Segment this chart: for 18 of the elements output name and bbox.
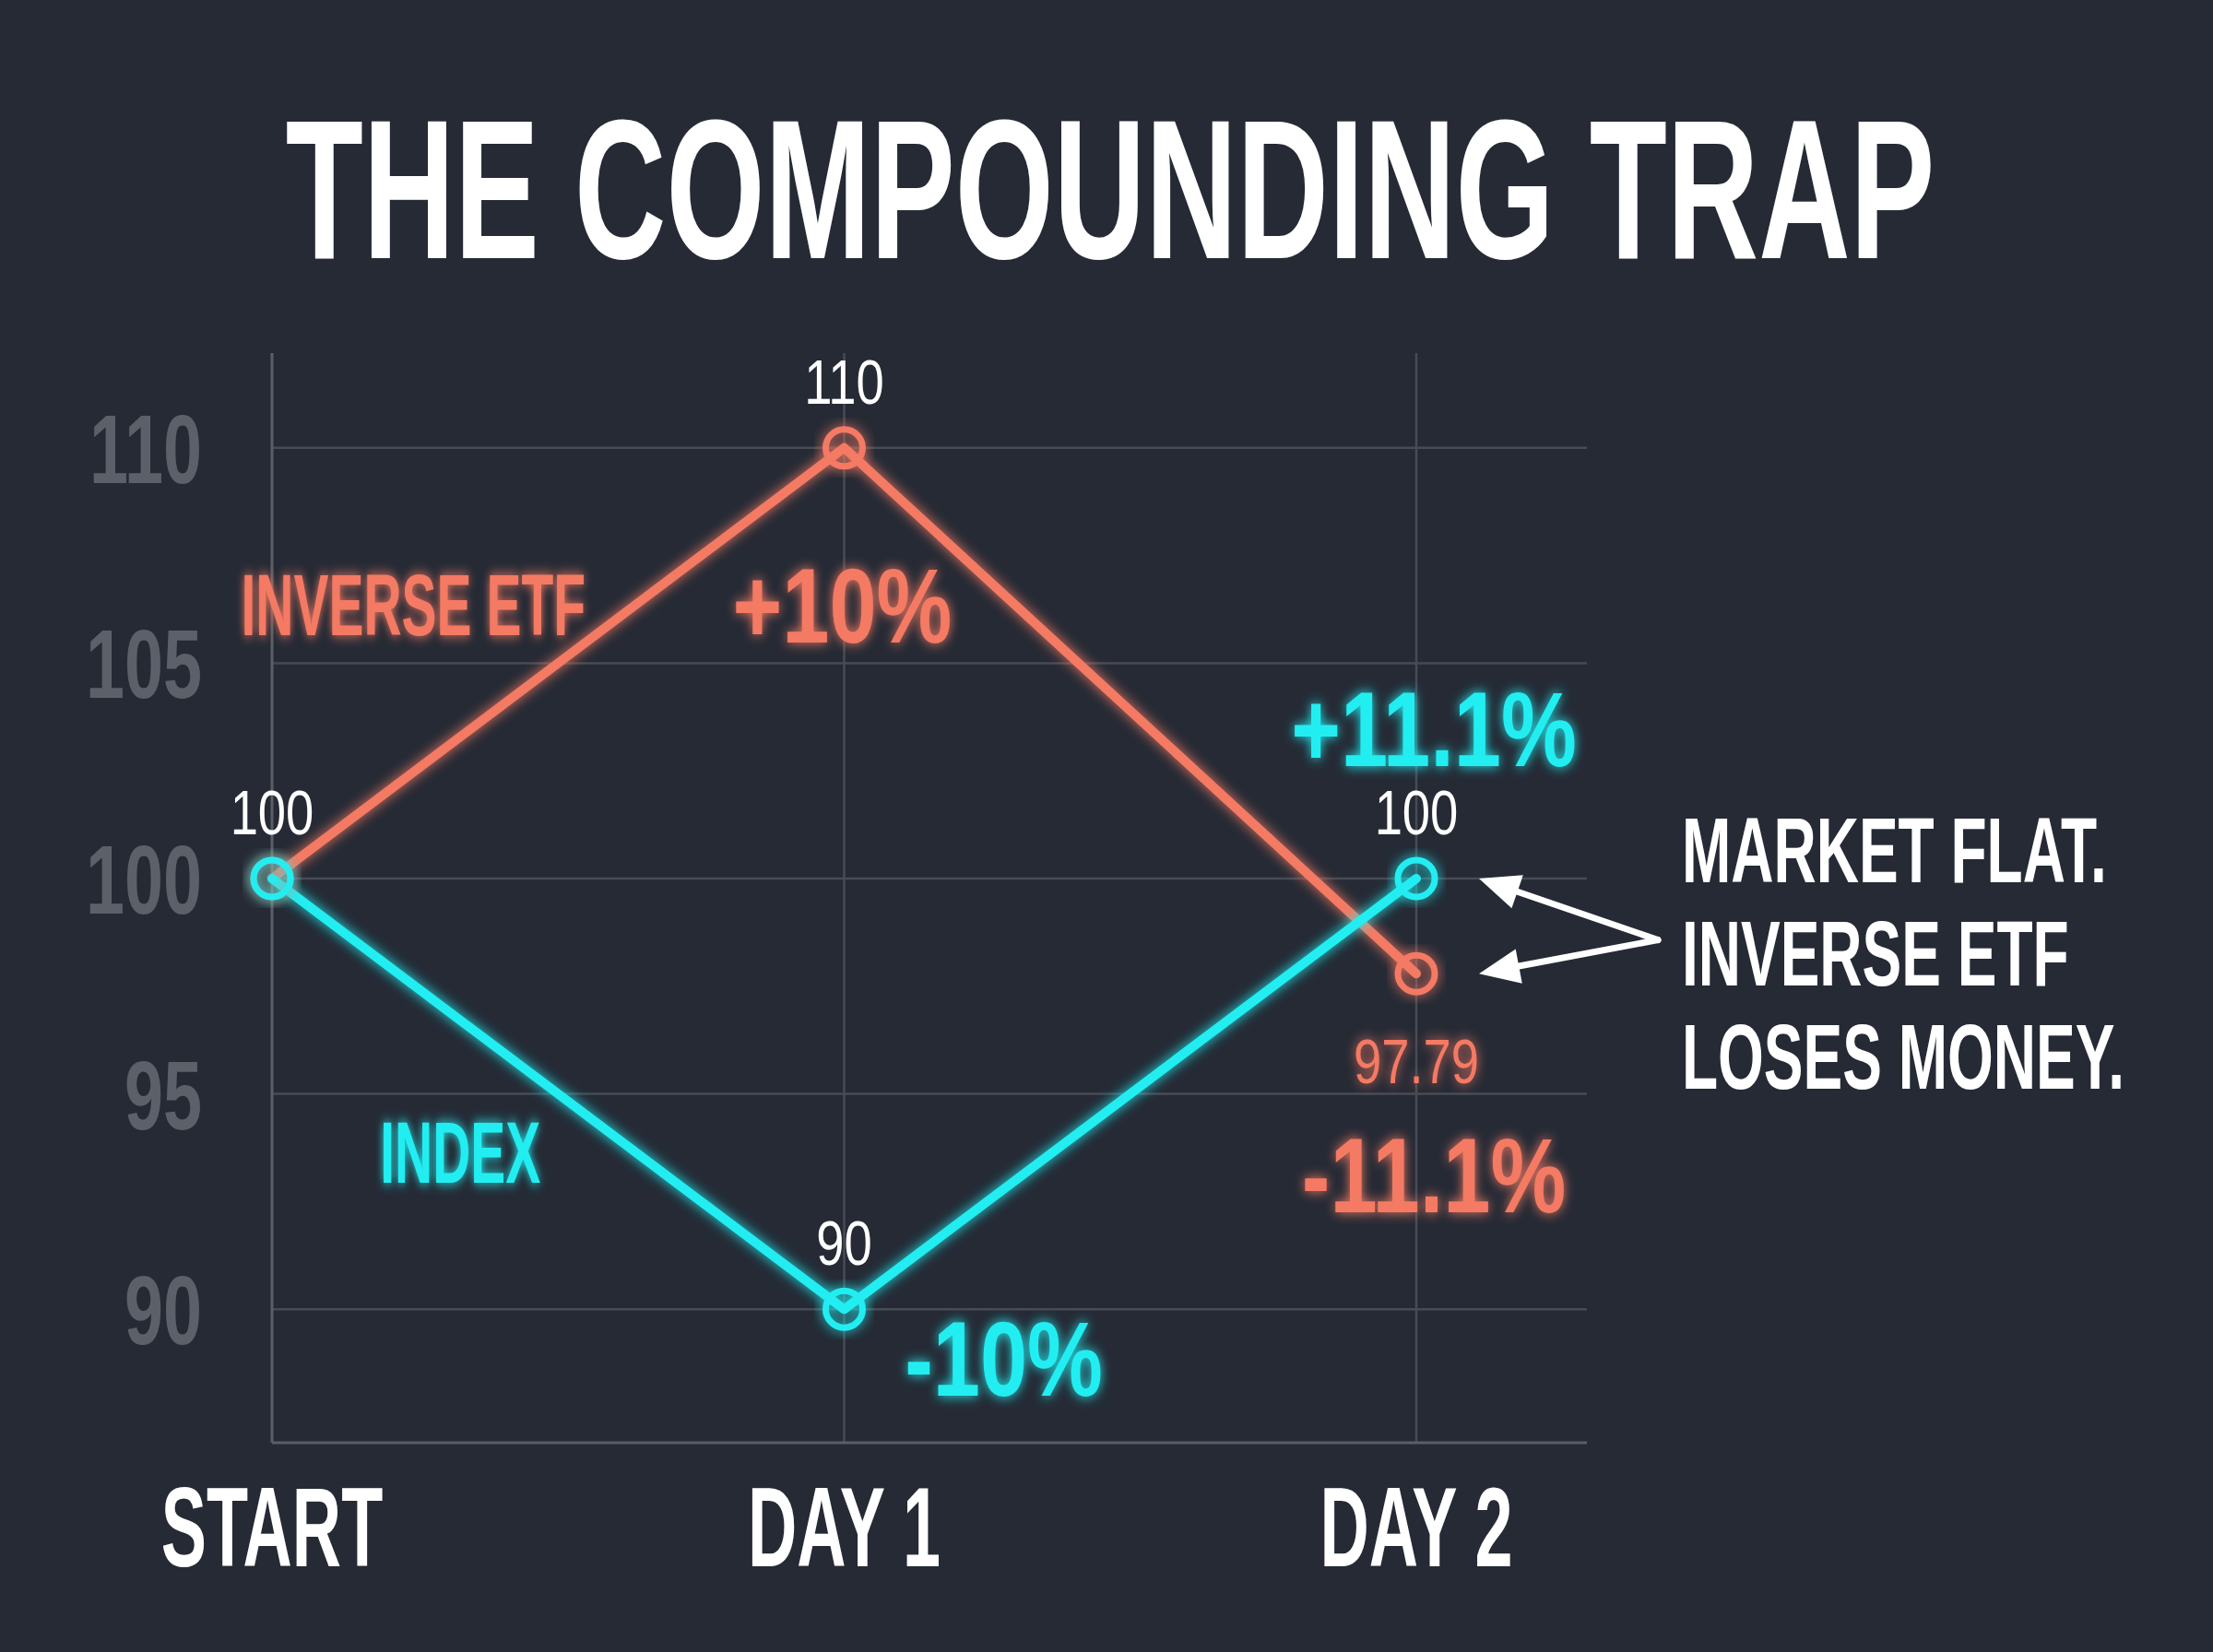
data-label: 100 [230, 777, 314, 848]
data-label: 90 [816, 1208, 872, 1279]
data-label: 110 [804, 346, 884, 418]
data-label: 97.79 [1353, 1026, 1480, 1097]
annotation: -10% [905, 1300, 1103, 1419]
annotation: -11.1% [1301, 1116, 1567, 1235]
chart-title: THE COMPOUNDING TRAP [285, 78, 1935, 301]
x-tick-label: DAY 2 [1320, 1463, 1513, 1590]
series-label: INDEX [380, 1103, 541, 1202]
x-tick-label: START [160, 1463, 384, 1590]
point [822, 1287, 866, 1331]
x-tick-label: DAY 1 [747, 1463, 941, 1590]
point [822, 426, 866, 470]
text: MARKET FLAT. INVERSE ETF LOSES MONEY. [1682, 798, 2125, 1109]
point [1394, 856, 1438, 901]
series-label: INVERSE ETF [241, 556, 586, 655]
annotation: +10% [732, 546, 953, 666]
point [1394, 951, 1438, 996]
